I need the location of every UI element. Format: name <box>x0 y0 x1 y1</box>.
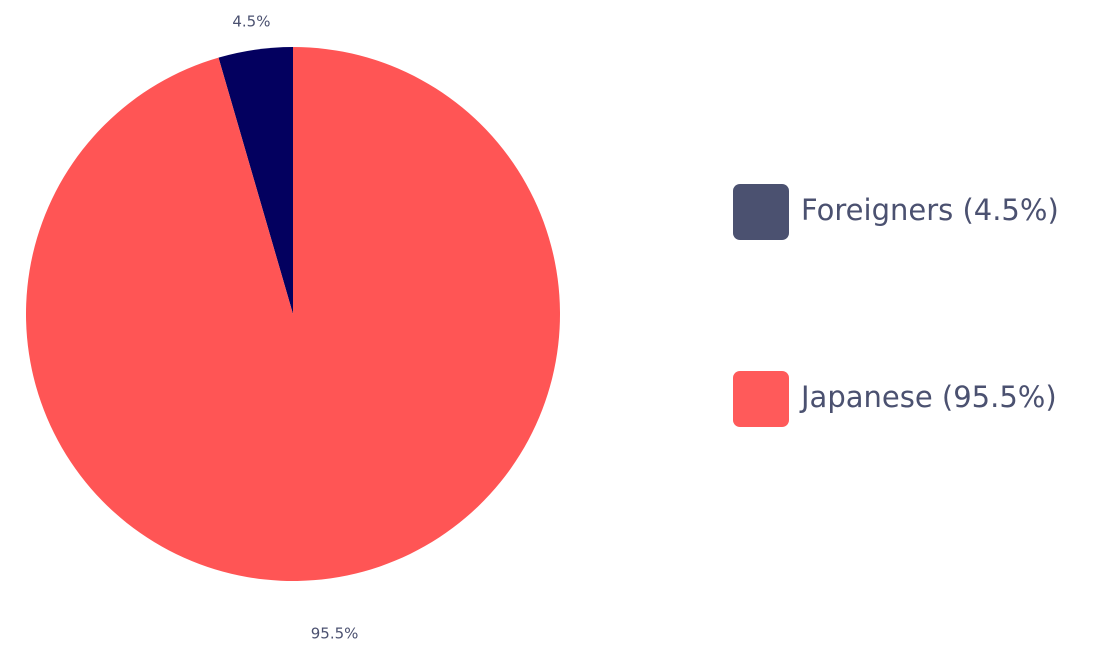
legend-label: Foreigners (4.5%) <box>801 193 1059 227</box>
legend-swatch <box>733 184 789 240</box>
legend-label: Japanese (95.5%) <box>799 380 1057 414</box>
pie-slice <box>218 47 293 314</box>
pie-slice <box>26 47 561 581</box>
value-label: 95.5% <box>311 625 359 643</box>
value-label: 4.5% <box>232 12 270 30</box>
legend-swatch <box>733 371 789 427</box>
